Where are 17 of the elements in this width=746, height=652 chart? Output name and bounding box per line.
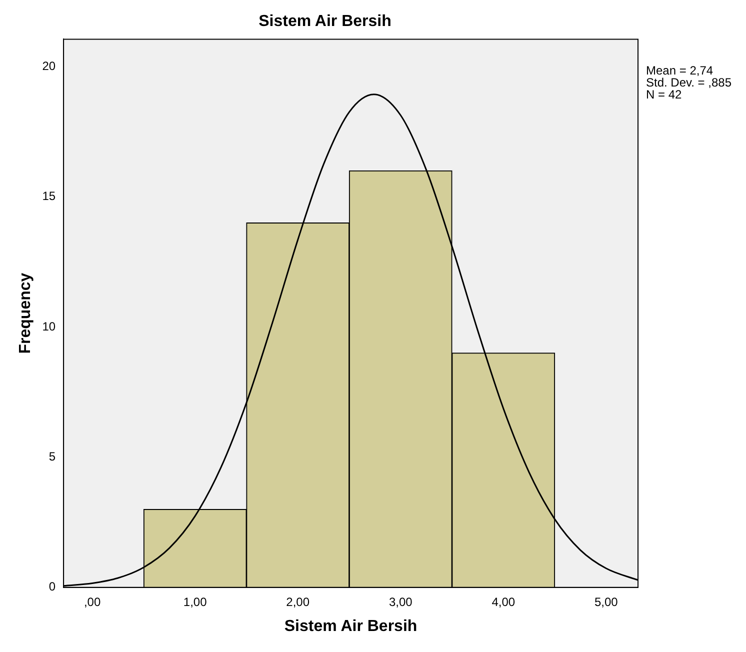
x-tick-label: 2,00 <box>286 594 310 609</box>
text: Mean = 2,74 <box>646 64 714 78</box>
y-tick-label: 5 <box>48 450 56 464</box>
y-tick-label: 0 <box>48 580 56 594</box>
y-tick-label: 20 <box>42 58 56 73</box>
text: Std. Dev. = ,885 <box>646 76 732 90</box>
y-tick-label: 10 <box>42 319 56 334</box>
chart-title: Sistem Air Bersih <box>258 13 392 30</box>
x-tick-label: 4,00 <box>492 594 516 609</box>
x-tick-label: 1,00 <box>183 594 208 609</box>
text: N = 42 <box>646 88 682 102</box>
x-axis-title: Sistem Air Bersih <box>284 618 418 635</box>
x-tick-label: 5,00 <box>594 594 618 609</box>
x-tick-label: 3,00 <box>388 594 413 609</box>
y-axis-title: Frequency <box>17 272 34 354</box>
x-tick-label: ,00 <box>84 594 101 609</box>
y-tick-label: 15 <box>42 189 56 204</box>
